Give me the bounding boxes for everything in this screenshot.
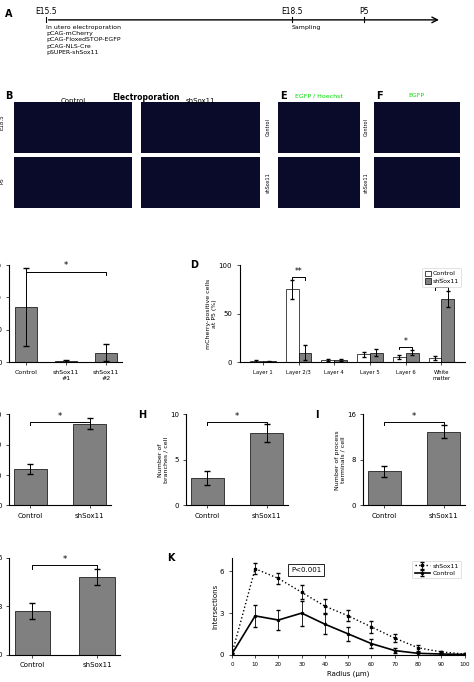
Text: Control: Control: [61, 98, 86, 104]
Bar: [427, 432, 460, 505]
Bar: [250, 432, 283, 505]
Text: A: A: [5, 8, 12, 18]
Text: E18.5: E18.5: [281, 7, 302, 16]
Text: P<0.001: P<0.001: [291, 567, 321, 574]
Text: Sampling: Sampling: [292, 25, 321, 30]
Text: E: E: [280, 91, 287, 101]
Text: Control: Control: [364, 118, 369, 136]
Bar: [321, 360, 334, 362]
Y-axis label: mCherry-positive cells
at P5 (%): mCherry-positive cells at P5 (%): [207, 278, 217, 349]
Bar: [299, 353, 311, 362]
Text: Control: Control: [266, 118, 271, 136]
Bar: [73, 424, 106, 505]
Bar: [14, 102, 132, 153]
Bar: [393, 357, 406, 362]
Text: *: *: [412, 412, 416, 421]
Y-axis label: Intersections: Intersections: [212, 584, 219, 629]
Text: *: *: [404, 337, 408, 346]
Bar: [191, 478, 224, 505]
Text: EGFP / Hoechst: EGFP / Hoechst: [295, 93, 343, 98]
Text: *: *: [64, 261, 68, 270]
Text: B: B: [5, 91, 12, 101]
Text: **: **: [295, 267, 302, 276]
X-axis label: Radius (μm): Radius (μm): [327, 670, 369, 677]
Text: *: *: [235, 412, 239, 421]
Bar: [406, 353, 419, 362]
Bar: [370, 353, 383, 362]
Text: P5: P5: [360, 7, 369, 16]
Bar: [441, 299, 454, 362]
Bar: [141, 102, 260, 153]
Text: E15.5: E15.5: [35, 7, 57, 16]
Bar: [15, 611, 50, 655]
Bar: [95, 353, 117, 362]
Y-axis label: Number of
branches / cell: Number of branches / cell: [158, 437, 168, 483]
Text: H: H: [138, 410, 146, 420]
Bar: [80, 577, 115, 655]
Bar: [368, 471, 401, 505]
Text: Electroporation: Electroporation: [112, 93, 180, 102]
Bar: [14, 158, 132, 208]
Bar: [334, 360, 347, 362]
Y-axis label: Number of process
terminals / cell: Number of process terminals / cell: [335, 430, 346, 490]
Legend: Control, shSox11: Control, shSox11: [422, 268, 461, 286]
Text: *: *: [58, 412, 62, 421]
Bar: [15, 307, 36, 362]
Bar: [14, 469, 47, 505]
Bar: [374, 158, 460, 208]
Text: *: *: [63, 555, 67, 565]
Text: P5: P5: [0, 177, 5, 183]
Text: shSox11: shSox11: [266, 173, 271, 193]
Bar: [278, 102, 360, 153]
Text: **: **: [438, 278, 446, 286]
Text: shSox11: shSox11: [364, 173, 369, 193]
Bar: [278, 158, 360, 208]
Text: In utero electroporation
pCAG-mCherry
pCAG-FloxedSTOP-EGFP
pCAG-NLS-Cre
pSUPER-s: In utero electroporation pCAG-mCherry pC…: [46, 25, 121, 55]
Text: EGFP: EGFP: [409, 93, 425, 98]
Text: F: F: [376, 91, 383, 101]
Text: D: D: [191, 261, 199, 270]
Text: shSox11: shSox11: [186, 98, 215, 104]
Bar: [374, 102, 460, 153]
Bar: [141, 158, 260, 208]
Text: I: I: [315, 410, 319, 420]
Bar: [250, 361, 263, 362]
Bar: [263, 361, 276, 362]
Text: K: K: [167, 552, 174, 563]
Text: E18.5: E18.5: [0, 115, 5, 130]
Bar: [357, 355, 370, 362]
Legend: shSox11, Control: shSox11, Control: [412, 561, 461, 578]
Bar: [55, 361, 77, 362]
Bar: [286, 289, 299, 362]
Bar: [428, 358, 441, 362]
